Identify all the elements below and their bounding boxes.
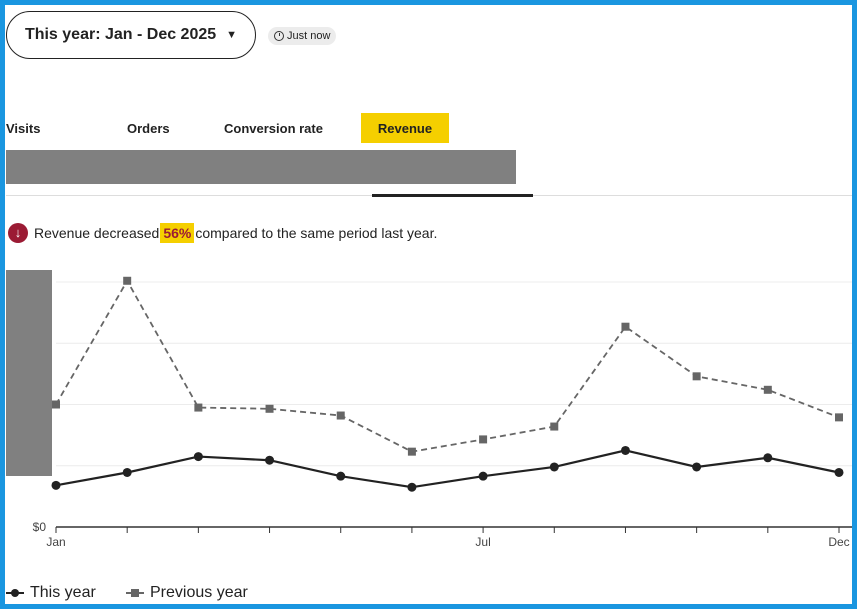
previous-year-point [479,435,488,444]
previous-year-point [621,322,630,331]
x-tick-label: Jul [475,535,490,549]
this-year-point [834,467,844,477]
this-year-point [193,452,203,462]
tab-revenue[interactable]: Revenue [361,113,449,143]
arrow-down-icon: ↓ [8,222,28,243]
previous-year-point [407,447,416,456]
tab-orders-label: Orders [127,120,170,136]
summary-suffix: compared to the same period last year. [195,224,438,241]
period-selector-button[interactable]: This year: Jan - Dec 2025 ▼ [6,11,256,59]
tab-visits-label: Visits [6,120,41,136]
active-tab-underline [372,194,533,197]
previous-year-point [835,413,843,422]
tab-visits[interactable]: Visits [6,113,40,143]
legend-previous-year-swatch [126,588,144,598]
previous-year-point [265,404,274,413]
this-year-point [122,467,132,477]
this-year-point [620,445,630,455]
previous-year-point [52,400,60,409]
previous-year-point [336,411,345,420]
revenue-summary: ↓ Revenue decreased 56% compared to the … [8,222,437,243]
this-year-point [407,482,417,492]
updated-badge: Just now [268,27,337,45]
tab-conversion-rate[interactable]: Conversion rate [224,113,323,143]
x-tick-label: Dec [828,535,849,549]
legend-this-year[interactable]: This year [6,583,96,603]
clock-icon [274,31,284,41]
legend-this-year-label: This year [30,584,96,601]
this-year-point [51,480,61,490]
caret-down-icon: ▼ [226,29,238,41]
previous-year-line [55,278,840,453]
previous-year-point [692,372,701,381]
redacted-block [6,150,516,184]
previous-year-point [550,422,559,431]
tab-revenue-label: Revenue [377,120,433,136]
this-year-point [478,471,488,481]
legend-previous-year[interactable]: Previous year [126,583,248,603]
summary-prefix: Revenue decreased [34,224,160,241]
redacted-axis-block [6,270,52,476]
tab-conversion-rate-label: Conversion rate [224,120,323,136]
x-tick-label: Jan [46,535,65,549]
updated-badge-label: Just now [287,30,331,42]
this-year-point [692,462,702,472]
this-year-point [265,455,275,465]
previous-year-point [123,276,132,285]
summary-percent: 56% [160,222,195,243]
tab-orders[interactable]: Orders [127,113,170,143]
legend-previous-year-label: Previous year [150,584,248,601]
this-year-point [336,471,346,481]
period-label: This year: Jan - Dec 2025 [24,26,217,43]
legend-this-year-swatch [6,588,24,598]
previous-year-point [763,385,772,394]
this-year-point [763,453,773,463]
this-year-point [549,462,559,472]
previous-year-point [194,403,203,412]
y-tick-label: $0 [33,520,47,534]
this-year-line [55,449,840,489]
